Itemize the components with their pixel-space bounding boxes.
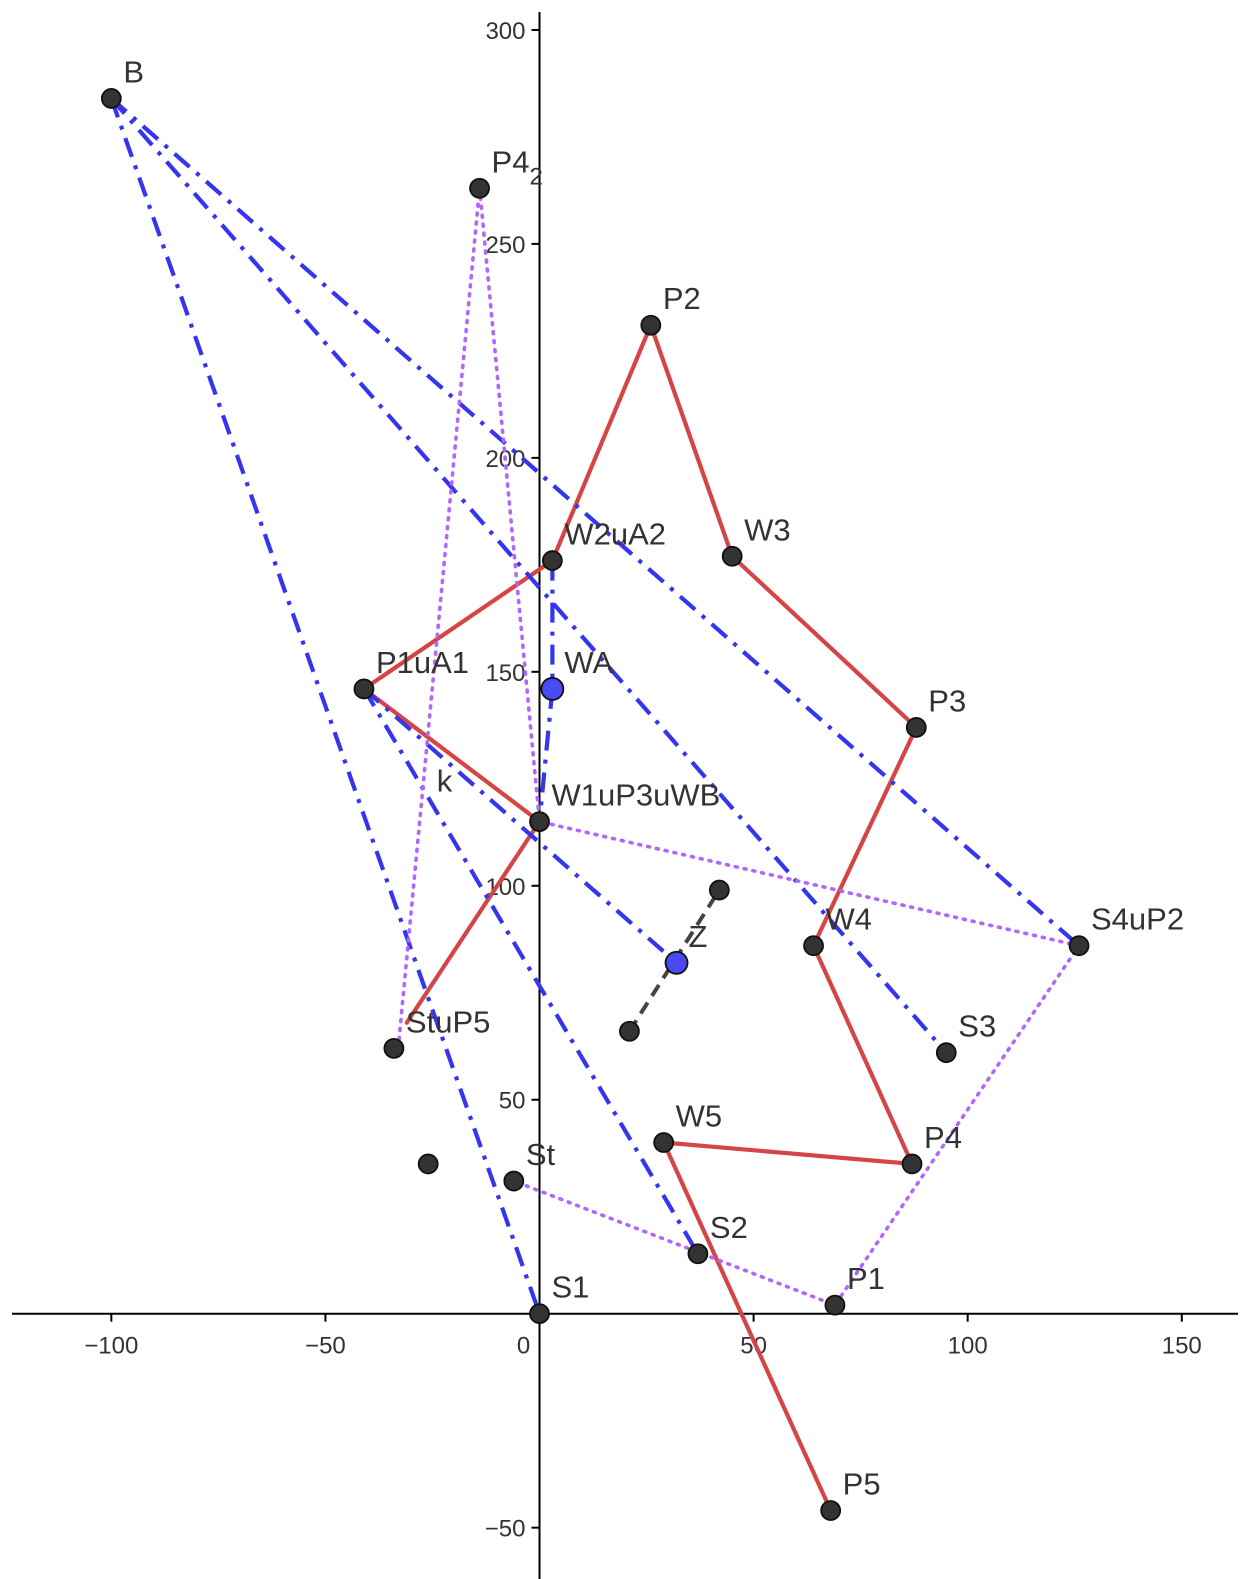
y-tick-label: 250 (485, 232, 525, 259)
point-p1[interactable] (824, 1294, 846, 1316)
label-stup5: StuP5 (406, 1004, 490, 1039)
point-p5[interactable] (820, 1500, 842, 1521)
x-tick-label: 100 (948, 1333, 988, 1360)
point-s2[interactable] (687, 1243, 709, 1265)
label-p2: P2 (663, 281, 701, 316)
y-tick-label: 300 (485, 18, 525, 45)
blue-dashdot-line (362, 687, 700, 1255)
point-e1[interactable] (708, 879, 730, 901)
label-s4up2: S4uP2 (1091, 902, 1184, 937)
point-p4[interactable] (901, 1153, 923, 1175)
label-wa: WA (564, 645, 613, 680)
blue-dashdot-line (362, 687, 678, 965)
point-e3[interactable] (417, 1153, 439, 1175)
label-b: B (123, 54, 144, 89)
point-w5[interactable] (653, 1132, 675, 1153)
label-p3: P3 (928, 683, 966, 718)
label-p4: P4 (924, 1120, 962, 1155)
point-b[interactable] (100, 88, 122, 109)
point-p3[interactable] (905, 717, 927, 738)
curve-label-k: k (437, 764, 453, 799)
label-z: Z (689, 919, 708, 954)
x-tick-label: 0 (517, 1333, 530, 1360)
label-p5: P5 (843, 1467, 881, 1502)
label-p1ua1: P1uA1 (376, 645, 469, 680)
y-tick-label: 50 (499, 1088, 526, 1115)
x-tick-label: −100 (84, 1333, 138, 1360)
point-st[interactable] (503, 1170, 525, 1192)
label-p1: P1 (847, 1261, 885, 1296)
construction-lines (109, 96, 1081, 1513)
x-tick-label: 150 (1162, 1333, 1202, 1360)
label-w5: W5 (676, 1099, 723, 1134)
point-wa[interactable] (540, 677, 565, 701)
blue-dashdot-line (109, 97, 948, 1055)
label-s3: S3 (958, 1009, 996, 1044)
label-w4: W4 (826, 902, 873, 937)
points (100, 88, 1090, 1521)
violet-dotted-line (396, 186, 1081, 1307)
point-e2[interactable] (619, 1020, 640, 1042)
label-w3: W3 (744, 512, 791, 547)
point-p2[interactable] (640, 314, 662, 336)
point-z[interactable] (664, 950, 689, 975)
point-w2ua2[interactable] (541, 550, 563, 571)
blue-dashdot-line (109, 97, 542, 1315)
y-tick-label: 150 (485, 660, 525, 687)
point-stup5[interactable] (383, 1037, 405, 1059)
point-s1[interactable] (529, 1303, 550, 1325)
gray-dashed-line (627, 889, 721, 1033)
x-tick-label: −50 (305, 1333, 346, 1360)
point-w3[interactable] (721, 545, 743, 567)
point-s3[interactable] (935, 1042, 957, 1064)
label-w1up3uwb: W1uP3uWB (552, 778, 721, 813)
point-w1up3uwb[interactable] (529, 811, 550, 832)
label-s2: S2 (710, 1210, 748, 1245)
point-w4[interactable] (803, 935, 824, 957)
y-tick-label: −50 (485, 1516, 526, 1543)
label-st: St (526, 1137, 556, 1172)
point-p1ua1[interactable] (353, 678, 375, 700)
point-p4_2[interactable] (469, 177, 490, 199)
point-s4up2[interactable] (1068, 935, 1090, 957)
blue-dashdot-line (109, 96, 1081, 948)
label-s1: S1 (552, 1270, 590, 1305)
label-w2ua2: W2uA2 (564, 517, 666, 552)
